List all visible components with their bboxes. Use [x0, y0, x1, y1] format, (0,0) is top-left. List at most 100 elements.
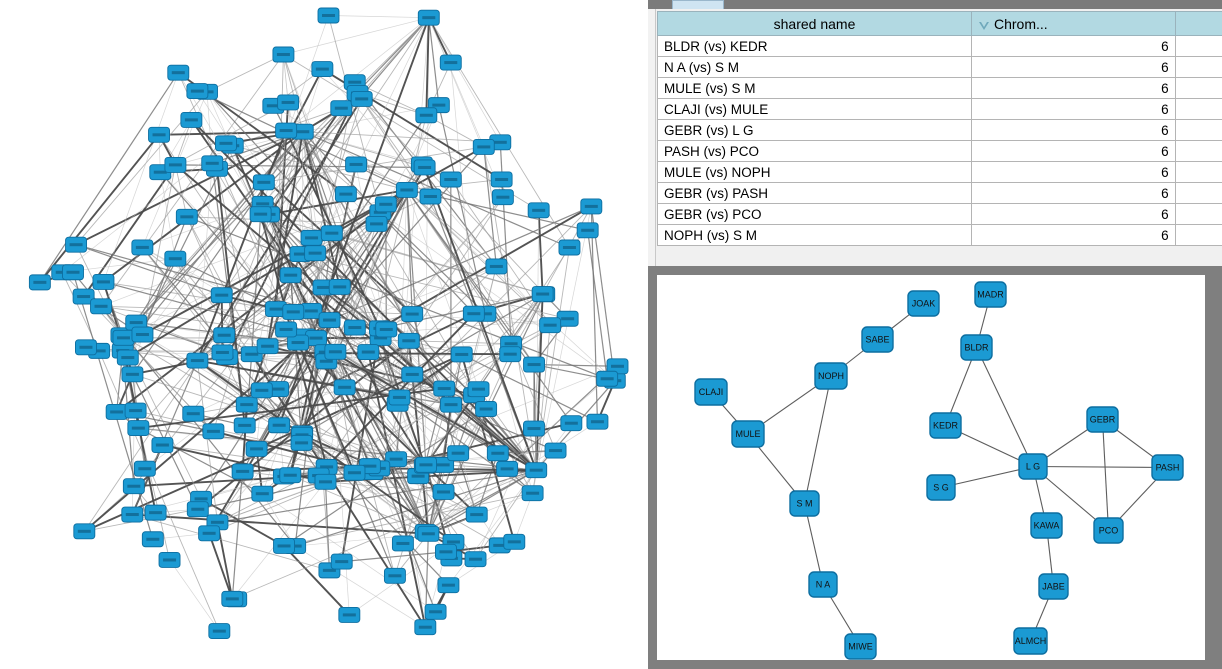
- hairball-edge[interactable]: [160, 171, 294, 313]
- hairball-edge[interactable]: [98, 350, 220, 632]
- hairball-edge[interactable]: [428, 17, 485, 148]
- table-row[interactable]: GEBR (vs) L G6300000004300000016.9: [657, 119, 1222, 141]
- hairball-node[interactable]: [164, 156, 187, 173]
- hairball-node[interactable]: [345, 156, 368, 173]
- hairball-edge[interactable]: [261, 389, 449, 586]
- table-row[interactable]: GEBR (vs) PCO636000000420000008.4: [657, 203, 1222, 225]
- hairball-edge[interactable]: [39, 72, 179, 283]
- hairball-edge[interactable]: [290, 275, 303, 443]
- hairball-edge[interactable]: [101, 305, 294, 313]
- cell-start_point[interactable]: 35000000: [1174, 161, 1222, 183]
- hairball-edge[interactable]: [428, 17, 440, 106]
- hairball-node[interactable]: [208, 623, 231, 640]
- hairball-edge[interactable]: [513, 493, 533, 542]
- hairball-node[interactable]: [256, 338, 279, 355]
- sub-network-node[interactable]: ALMCH: [1013, 627, 1048, 655]
- hairball-node[interactable]: [558, 239, 581, 256]
- hairball-node[interactable]: [318, 312, 341, 329]
- hairball-edge[interactable]: [262, 493, 296, 547]
- hairball-node[interactable]: [72, 288, 95, 305]
- cell-start_point[interactable]: 36000000: [1174, 203, 1222, 225]
- hairball-node[interactable]: [439, 54, 462, 71]
- hairball-node[interactable]: [544, 442, 567, 459]
- hairball-node[interactable]: [433, 380, 456, 397]
- hairball-node[interactable]: [439, 171, 462, 188]
- cell-start_point[interactable]: 1: [1174, 35, 1222, 57]
- hairball-edge[interactable]: [590, 206, 599, 422]
- hairball-node[interactable]: [182, 405, 205, 422]
- hairball-node[interactable]: [215, 135, 237, 152]
- hairball-edge[interactable]: [438, 104, 486, 314]
- hairball-node[interactable]: [391, 535, 414, 552]
- hairball-node[interactable]: [198, 525, 221, 542]
- sub-network-node[interactable]: GEBR: [1086, 406, 1119, 433]
- hairball-node[interactable]: [175, 208, 198, 225]
- hairball-node[interactable]: [73, 523, 96, 540]
- hairball-edge[interactable]: [406, 189, 616, 381]
- hairball-node[interactable]: [186, 83, 209, 100]
- hairball-edge[interactable]: [186, 216, 223, 296]
- hairball-edge[interactable]: [428, 378, 608, 535]
- hairball-node[interactable]: [334, 186, 357, 203]
- sub-network-node[interactable]: PCO: [1093, 517, 1124, 544]
- hairball-node[interactable]: [419, 188, 442, 205]
- hairball-edge[interactable]: [206, 91, 213, 164]
- hairball-edge[interactable]: [132, 514, 330, 571]
- hairball-node[interactable]: [580, 198, 603, 215]
- hairball-node[interactable]: [401, 306, 424, 323]
- cell-chromosome[interactable]: 6: [971, 203, 1176, 225]
- hairball-node[interactable]: [287, 334, 310, 351]
- hairball-edge[interactable]: [331, 232, 545, 295]
- hairball-node[interactable]: [127, 420, 150, 437]
- hairball-edge[interactable]: [197, 359, 400, 399]
- sub-network-node[interactable]: N A: [808, 571, 838, 598]
- hairball-edge[interactable]: [372, 471, 500, 546]
- hairball-edge[interactable]: [135, 258, 176, 323]
- hairball-edge[interactable]: [100, 305, 223, 353]
- sub-network-edge[interactable]: [1101, 419, 1110, 531]
- cell-start_point[interactable]: 34000000: [1174, 140, 1222, 162]
- hairball-edge[interactable]: [406, 146, 485, 191]
- hairball-network-panel[interactable]: [0, 0, 648, 669]
- hairball-node[interactable]: [122, 478, 145, 495]
- hairball-edge[interactable]: [232, 469, 537, 600]
- hairball-edge[interactable]: [206, 54, 284, 93]
- hairball-edge[interactable]: [341, 551, 447, 563]
- sub-network-node[interactable]: MULE: [731, 420, 765, 448]
- hairball-edge[interactable]: [232, 145, 407, 191]
- hairball-node[interactable]: [158, 552, 181, 568]
- hairball-node[interactable]: [148, 126, 170, 143]
- hairball-node[interactable]: [374, 196, 397, 213]
- hairball-edge[interactable]: [302, 131, 501, 143]
- hairball-node[interactable]: [447, 445, 470, 462]
- hairball-node[interactable]: [350, 90, 373, 107]
- hairball-edge[interactable]: [425, 17, 430, 116]
- hairball-node[interactable]: [527, 202, 550, 219]
- cell-chromosome[interactable]: 6: [971, 182, 1176, 204]
- hairball-node[interactable]: [521, 485, 544, 502]
- sub-network-edge[interactable]: [803, 375, 832, 504]
- cell-shared_name[interactable]: GEBR (vs) L G: [657, 119, 972, 141]
- column-header-shared_name[interactable]: shared name: [657, 11, 972, 36]
- hairball-node[interactable]: [415, 456, 437, 473]
- hairball-node[interactable]: [124, 402, 147, 419]
- hairball-node[interactable]: [596, 370, 619, 387]
- hairball-edge[interactable]: [428, 469, 537, 535]
- hairball-node[interactable]: [92, 273, 115, 290]
- hairball-node[interactable]: [186, 501, 209, 518]
- hairball-edge[interactable]: [75, 130, 304, 246]
- hairball-node[interactable]: [424, 603, 447, 620]
- hairball-edge[interactable]: [411, 313, 478, 515]
- hairball-node[interactable]: [320, 225, 343, 242]
- hairball-edge[interactable]: [283, 17, 429, 55]
- hairball-node[interactable]: [486, 445, 509, 462]
- hairball-edge[interactable]: [314, 253, 317, 339]
- hairball-edge[interactable]: [159, 172, 176, 259]
- hairball-edge[interactable]: [241, 404, 248, 472]
- hairball-edge[interactable]: [277, 337, 317, 390]
- sub-network-node[interactable]: KAWA: [1030, 512, 1063, 539]
- hairball-edge[interactable]: [301, 327, 356, 434]
- cell-start_point[interactable]: 25000000: [1174, 98, 1222, 120]
